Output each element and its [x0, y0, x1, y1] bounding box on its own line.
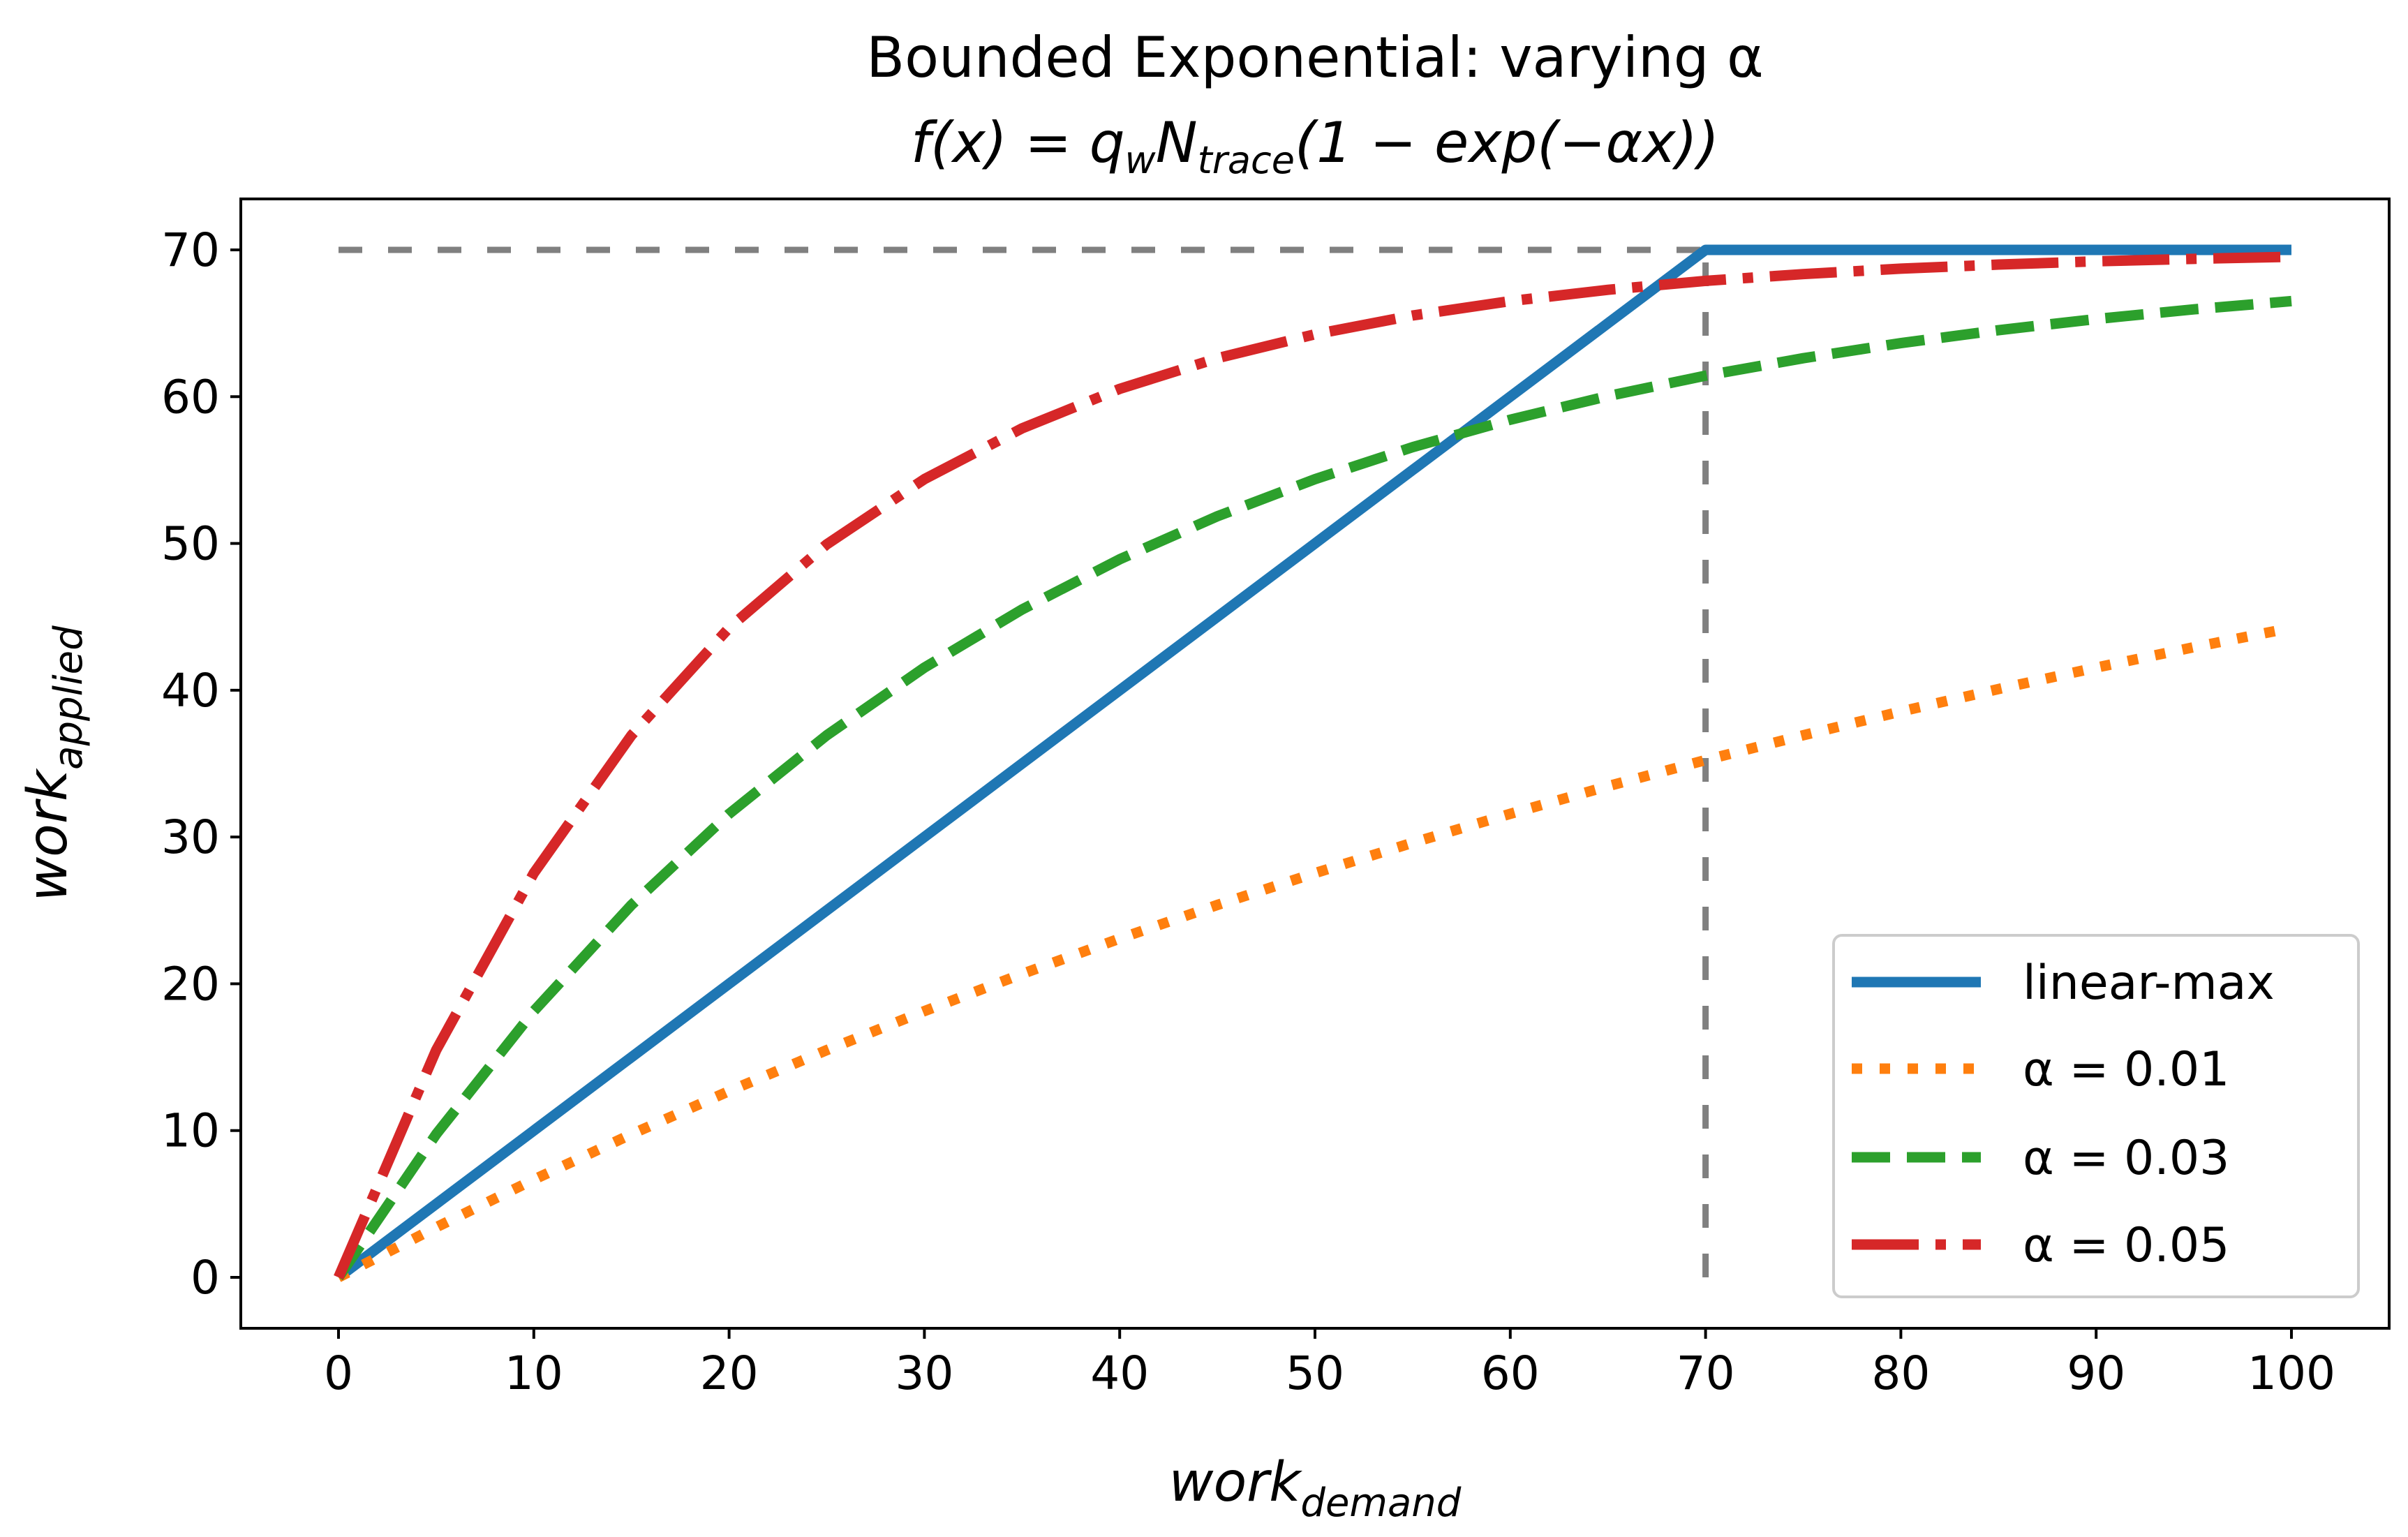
legend-label-2: α = 0.03	[2023, 1131, 2229, 1186]
x-axis: 0 10 20 30 40 50 60 70 80 90 100	[324, 1328, 2335, 1400]
legend-label-1: α = 0.01	[2023, 1042, 2229, 1097]
x-tick-label: 20	[700, 1346, 759, 1400]
y-axis-label: workapplied	[17, 625, 91, 902]
reference-lines	[339, 246, 1709, 1277]
y-tick-label: 0	[191, 1251, 220, 1305]
y-tick-label: 70	[161, 223, 220, 277]
x-tick-label: 0	[324, 1346, 353, 1400]
y-tick-label: 10	[161, 1104, 220, 1158]
chart-subtitle: f(x) = qwNtrace(1 − exp(−αx))	[911, 110, 1719, 182]
chart-title: Bounded Exponential: varying α	[866, 25, 1763, 90]
x-tick-label: 30	[895, 1346, 953, 1400]
x-axis-label: workdemand	[1169, 1451, 1462, 1526]
x-tick-label: 40	[1090, 1346, 1149, 1400]
y-tick-label: 50	[161, 517, 220, 571]
y-tick-label: 20	[161, 957, 220, 1011]
y-tick-label: 30	[161, 810, 220, 864]
x-tick-label: 70	[1677, 1346, 1735, 1400]
x-tick-label: 10	[505, 1346, 563, 1400]
series-line-1	[336, 623, 2293, 1282]
series-lines	[334, 244, 2293, 1282]
legend-label-0: linear-max	[2023, 956, 2275, 1011]
y-tick-label: 40	[161, 664, 220, 718]
series-line-0	[335, 244, 2291, 1282]
legend-label-3: α = 0.05	[2023, 1218, 2229, 1273]
x-tick-label: 90	[2067, 1346, 2125, 1400]
series-line-3	[334, 251, 2292, 1279]
series-line-2	[334, 295, 2292, 1281]
x-tick-label: 100	[2247, 1346, 2335, 1400]
x-tick-label: 50	[1286, 1346, 1344, 1400]
x-tick-label: 60	[1481, 1346, 1540, 1400]
legend-frame	[1832, 934, 2360, 1298]
legend: linear-max α = 0.01 α = 0.03 α = 0.05	[1832, 934, 2360, 1298]
x-tick-label: 80	[1871, 1346, 1930, 1400]
y-axis: 0 10 20 30 40 50 60 70	[161, 223, 241, 1305]
y-tick-label: 60	[161, 370, 220, 424]
